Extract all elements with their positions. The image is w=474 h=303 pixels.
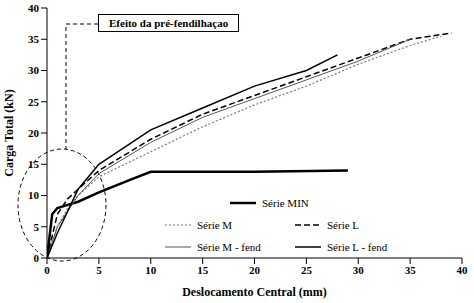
svg-text:0: 0 <box>44 264 50 276</box>
svg-text:25: 25 <box>28 96 40 108</box>
html-text:Série L - fend: Série L - fend <box>327 241 388 253</box>
svg-text:15: 15 <box>28 158 40 170</box>
svg-text:30: 30 <box>353 264 365 276</box>
svg-text:10: 10 <box>28 189 40 201</box>
svg-text:15: 15 <box>197 264 209 276</box>
svg-text:35: 35 <box>28 33 40 45</box>
svg-text:Deslocamento Central (mm): Deslocamento Central (mm) <box>182 285 327 299</box>
html-text:Série MIN: Série MIN <box>262 197 309 209</box>
html-text:Série M - fend: Série M - fend <box>197 241 261 253</box>
html-text:Série M: Série M <box>197 219 233 231</box>
svg-text:40: 40 <box>457 264 467 276</box>
html-text:Série L: Série L <box>327 219 360 231</box>
svg-text:0: 0 <box>34 252 40 264</box>
svg-text:20: 20 <box>249 264 261 276</box>
svg-text:20: 20 <box>28 127 40 139</box>
svg-text:25: 25 <box>301 264 313 276</box>
html-text:Efeito da pré-fendilhaçao: Efeito da pré-fendilhaçao <box>109 17 229 29</box>
svg-text:5: 5 <box>34 221 40 233</box>
svg-text:5: 5 <box>96 264 102 276</box>
svg-text:Carga Total (kN): Carga Total (kN) <box>8 89 16 176</box>
svg-text:10: 10 <box>145 264 157 276</box>
svg-text:35: 35 <box>405 264 417 276</box>
svg-text:40: 40 <box>28 2 40 14</box>
svg-text:30: 30 <box>28 64 40 76</box>
